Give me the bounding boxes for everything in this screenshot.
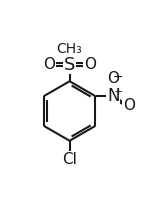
Text: CH₃: CH₃ [57,42,82,56]
Text: N: N [107,87,120,105]
Text: −: − [113,71,124,84]
Text: O: O [84,57,96,72]
Text: Cl: Cl [62,152,77,167]
Text: +: + [113,87,123,97]
Text: O: O [123,98,135,113]
Text: S: S [64,55,75,74]
Text: O: O [107,71,119,86]
Text: O: O [43,57,55,72]
